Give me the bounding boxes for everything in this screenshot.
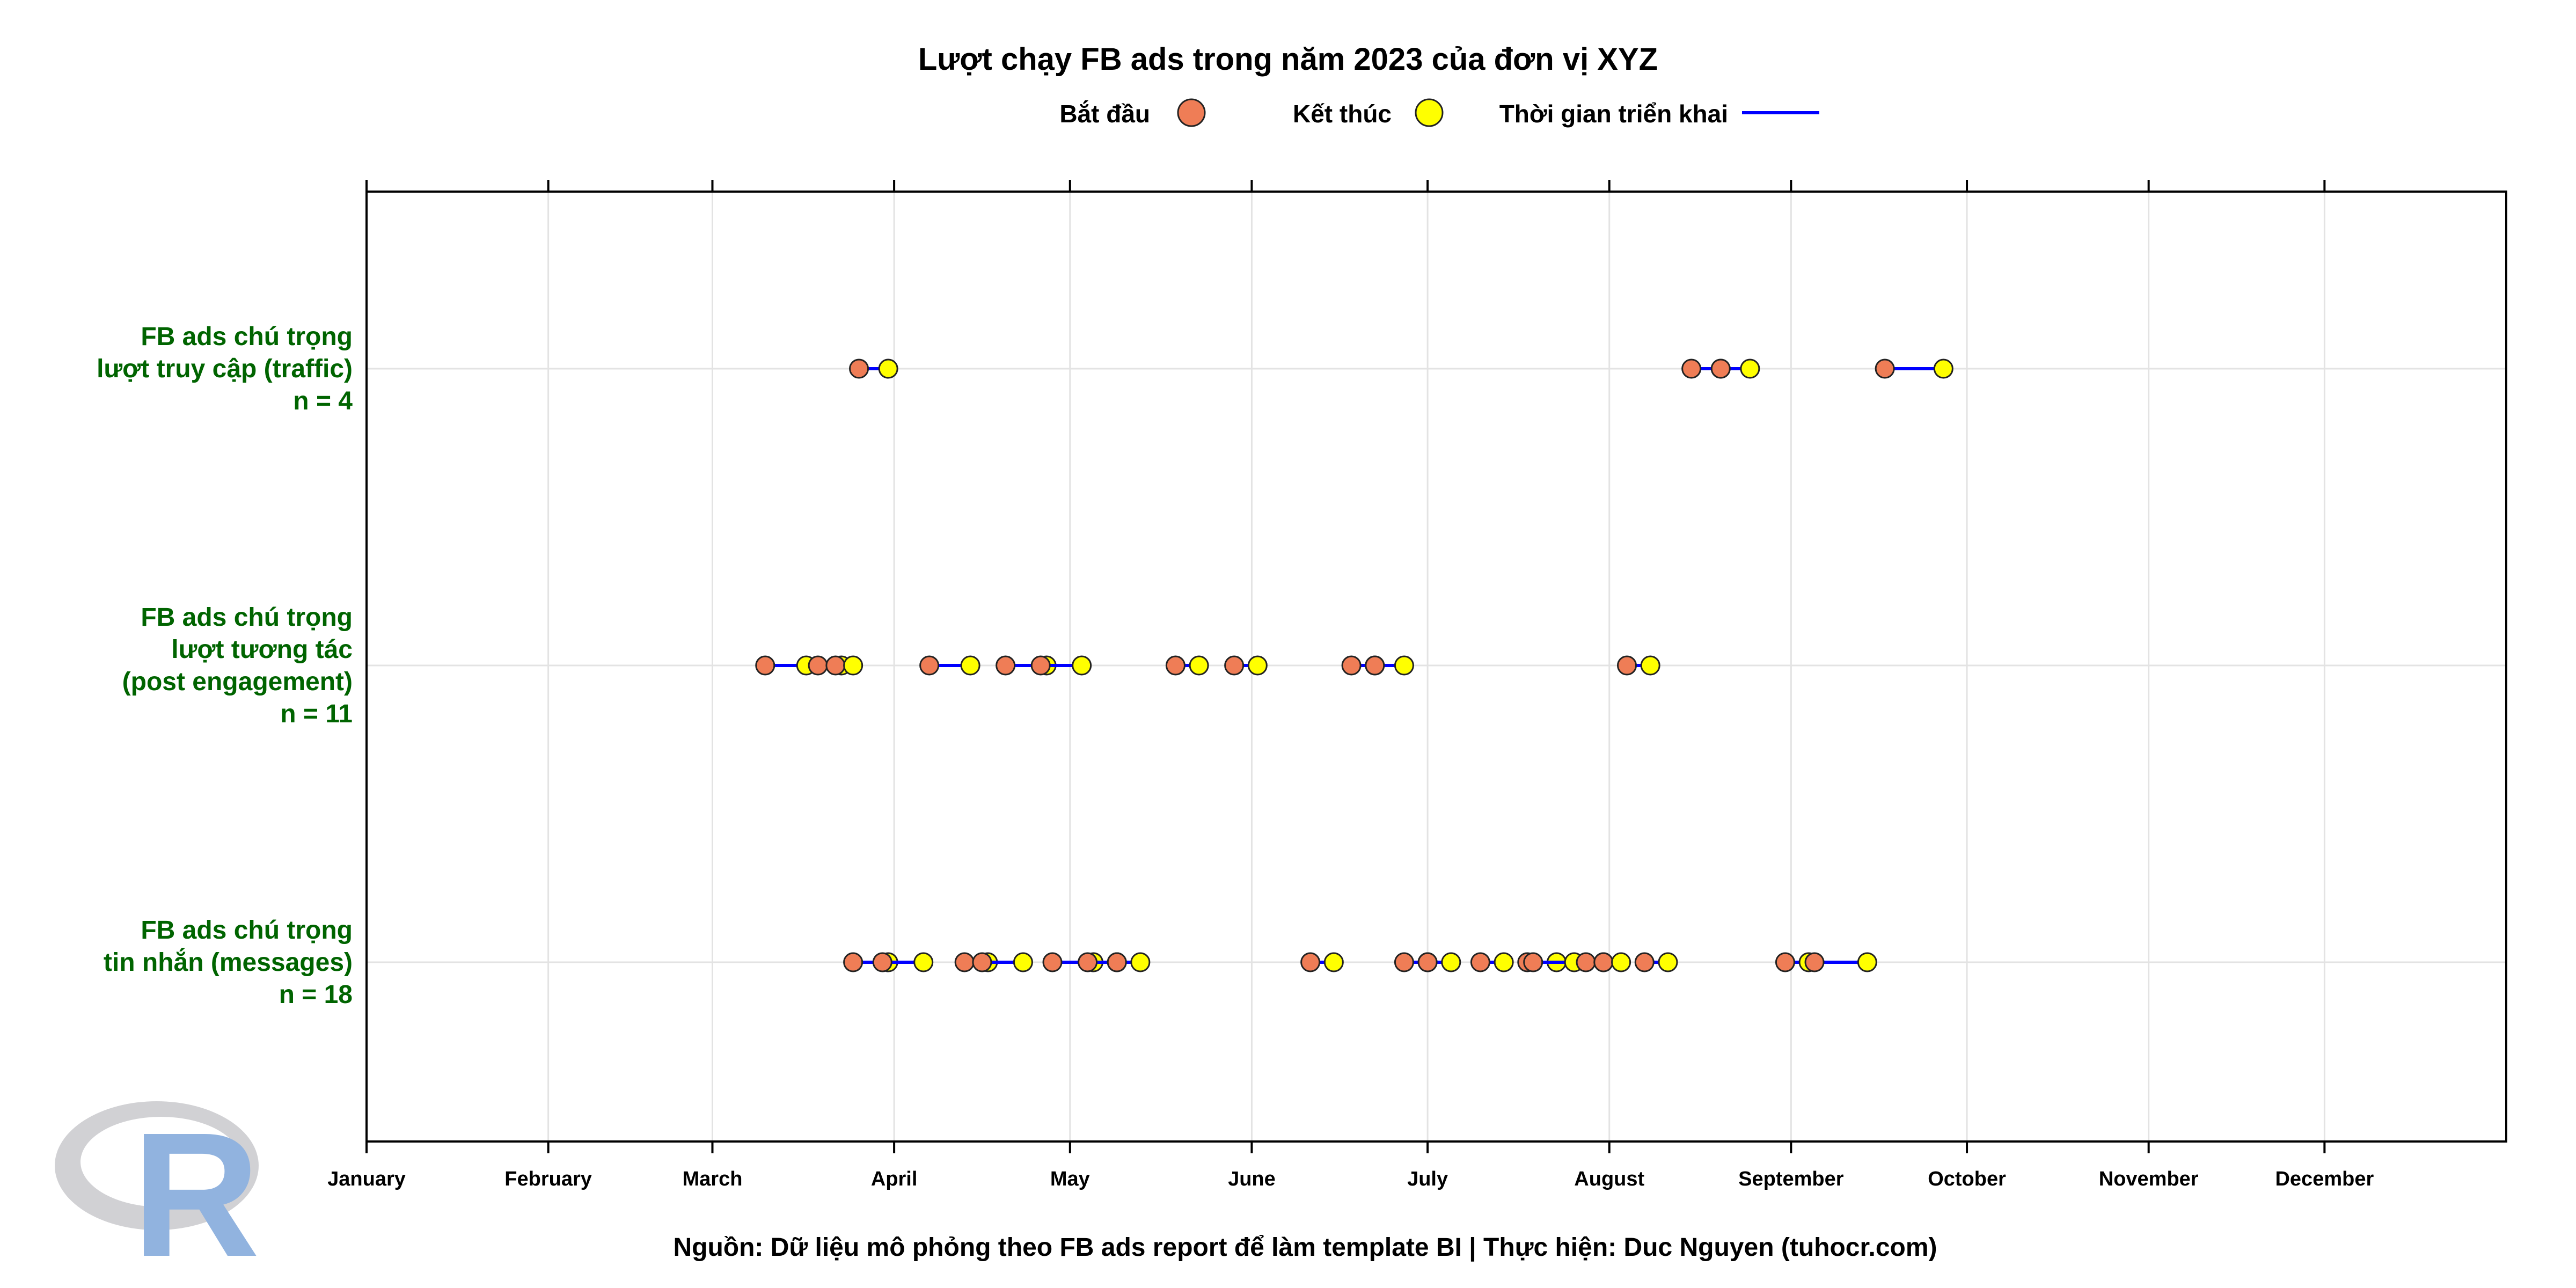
x-tick-label: July <box>1407 1168 1448 1190</box>
run-end-point <box>960 655 980 676</box>
x-tick-label: December <box>2275 1168 2374 1190</box>
run-start-point <box>1417 952 1438 972</box>
run-end-point <box>1323 952 1344 972</box>
legend-start-label: Bắt đầu <box>1059 100 1150 128</box>
run-start-point <box>849 358 869 379</box>
run-end-point <box>1658 952 1678 972</box>
run-start-point <box>755 655 775 676</box>
run-end-point <box>1130 952 1151 972</box>
category-label-line: n = 18 <box>279 980 353 1009</box>
category-label-line: FB ads chú trọng <box>141 603 353 632</box>
run-end-point <box>1013 952 1033 972</box>
run-start-point <box>1165 655 1185 676</box>
legend-start-marker <box>1177 98 1206 127</box>
legend: Bắt đầu Kết thúc Thời gian triển khai <box>1059 98 1819 128</box>
x-tick-label: November <box>2099 1168 2199 1190</box>
run-start-point <box>1617 655 1637 676</box>
run-end-point <box>843 655 863 676</box>
run-end-point <box>1189 655 1209 676</box>
category-label-line: (post engagement) <box>122 668 353 696</box>
run-start-point <box>954 952 975 972</box>
run-start-point <box>1394 952 1414 972</box>
run-start-point <box>825 655 846 676</box>
x-tick-label: September <box>1738 1168 1844 1190</box>
legend-duration-label: Thời gian triển khai <box>1499 100 1728 128</box>
run-end-point <box>1072 655 1092 676</box>
run-end-point <box>1611 952 1631 972</box>
plot-frame <box>365 191 2507 1143</box>
r-logo-icon: R <box>55 1095 260 1288</box>
x-tick-label: June <box>1228 1168 1276 1190</box>
run-start-point <box>1523 952 1543 972</box>
run-start-point <box>1470 952 1490 972</box>
run-start-point <box>843 952 863 972</box>
run-end-point <box>1933 358 1953 379</box>
run-start-point <box>1042 952 1063 972</box>
x-tick-label: August <box>1574 1168 1644 1190</box>
run-start-point <box>1593 952 1614 972</box>
x-tick-label: May <box>1050 1168 1090 1190</box>
run-end-point <box>1494 952 1514 972</box>
x-tick-label: March <box>683 1168 743 1190</box>
run-start-point <box>1300 952 1321 972</box>
run-start-point <box>1030 655 1051 676</box>
run-start-point <box>1365 655 1385 676</box>
legend-end-marker <box>1415 98 1444 127</box>
run-start-point <box>1875 358 1895 379</box>
x-axis: January February March April May June July Augu… <box>327 180 2374 1190</box>
category-labels: FB ads chú trọng lượt truy cập (traffic) n… <box>97 323 353 1009</box>
run-start-point <box>1804 952 1825 972</box>
legend-end-label: Kết thúc <box>1293 100 1392 128</box>
run-end-point <box>1640 655 1660 676</box>
category-label-line: FB ads chú trọng <box>141 323 353 351</box>
run-start-point <box>996 655 1016 676</box>
category-label-line: tin nhắn (messages) <box>104 947 353 977</box>
run-end-point <box>1857 952 1877 972</box>
run-start-point <box>1775 952 1795 972</box>
run-end-point <box>1247 655 1268 676</box>
x-tick-label: October <box>1928 1168 2006 1190</box>
run-start-point <box>972 952 992 972</box>
run-end-point <box>1740 358 1760 379</box>
x-tick-label: April <box>871 1168 918 1190</box>
run-start-point <box>1107 952 1127 972</box>
category-label-line: lượt tương tác <box>171 635 353 664</box>
run-start-point <box>808 655 828 676</box>
run-end-point <box>1441 952 1461 972</box>
run-start-point <box>1224 655 1245 676</box>
run-start-point <box>872 952 892 972</box>
x-tick-label: January <box>327 1168 406 1190</box>
svg-text:R: R <box>132 1095 260 1288</box>
category-label-line: FB ads chú trọng <box>141 916 353 945</box>
run-end-point <box>913 952 934 972</box>
run-end-point <box>1394 655 1414 676</box>
chart-title: Lượt chạy FB ads trong năm 2023 của đơn … <box>918 42 1658 77</box>
category-label-line: n = 4 <box>293 387 353 415</box>
chart-caption: Nguồn: Dữ liệu mô phỏng theo FB ads repo… <box>673 1233 1937 1262</box>
run-start-point <box>1681 358 1702 379</box>
run-end-point <box>878 358 898 379</box>
run-start-point <box>1341 655 1362 676</box>
run-start-point <box>1634 952 1655 972</box>
dumbbells <box>755 358 1953 972</box>
category-label-line: n = 11 <box>280 700 353 728</box>
category-label-line: lượt truy cập (traffic) <box>97 355 353 383</box>
run-start-point <box>1576 952 1596 972</box>
run-start-point <box>919 655 940 676</box>
x-tick-label: February <box>504 1168 592 1190</box>
run-start-point <box>1710 358 1731 379</box>
run-start-point <box>1078 952 1098 972</box>
